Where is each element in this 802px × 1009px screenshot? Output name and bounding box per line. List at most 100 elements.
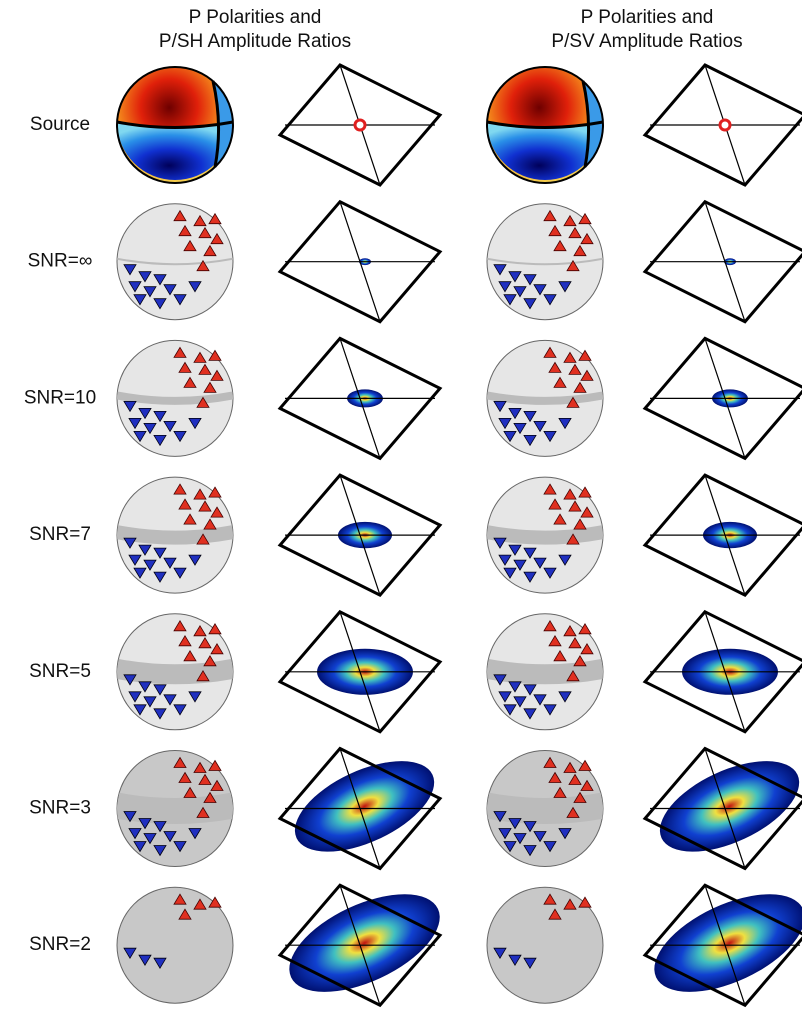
up-polarity [208, 486, 222, 498]
ball-outline [116, 66, 234, 184]
uncertainty-band [487, 792, 603, 824]
row-label: Source [30, 114, 90, 135]
lune [642, 336, 802, 461]
down-polarity [128, 828, 142, 840]
ball-blue [117, 122, 233, 180]
down-polarity [493, 674, 507, 686]
up-polarity [193, 898, 207, 910]
down-polarity [153, 298, 167, 310]
up-polarity [178, 635, 192, 647]
column-title: P Polarities and [581, 7, 714, 28]
up-polarity [178, 908, 192, 920]
lune [642, 63, 802, 187]
up-polarity [568, 773, 582, 785]
nodal-line [486, 80, 604, 168]
down-polarity [558, 417, 572, 430]
up-polarity [566, 259, 580, 272]
up-polarity [553, 786, 567, 798]
up-polarity [563, 214, 577, 227]
down-polarity [163, 420, 177, 433]
up-polarity [210, 369, 224, 381]
up-polarity [566, 533, 580, 545]
down-polarity [543, 567, 557, 579]
up-polarity [573, 244, 587, 257]
ball-bg [116, 886, 234, 1004]
down-polarity [133, 430, 147, 443]
uncertainty-band [487, 525, 603, 545]
down-polarity [138, 544, 152, 556]
down-polarity [558, 691, 572, 703]
up-polarity [183, 786, 197, 798]
down-polarity [543, 430, 557, 443]
lune-axes [650, 611, 800, 732]
uncertainty-band [487, 391, 603, 405]
down-polarity [508, 407, 522, 420]
up-polarity [543, 346, 557, 358]
column-title: P/SV Amplitude Ratios [551, 31, 742, 52]
lune [642, 746, 802, 871]
uncertainty-band [487, 257, 603, 266]
down-polarity [188, 554, 202, 566]
beachball [486, 66, 604, 184]
lune-axes [650, 474, 800, 596]
uncertainty-band [487, 658, 603, 685]
down-polarity [153, 274, 167, 286]
beachball [116, 339, 234, 457]
down-polarity [493, 264, 507, 276]
beachball [116, 66, 234, 184]
up-polarity [198, 363, 212, 375]
down-polarity [123, 537, 137, 549]
source-marker [353, 118, 367, 132]
down-polarity [173, 294, 187, 306]
down-polarity [138, 407, 152, 420]
up-polarity [193, 761, 207, 773]
down-polarity [133, 704, 147, 716]
down-polarity [523, 274, 537, 286]
down-polarity [493, 811, 507, 823]
down-polarity [153, 957, 167, 969]
up-polarity [208, 759, 222, 771]
ball-blue [487, 122, 603, 180]
down-polarity [153, 547, 167, 559]
down-polarity [493, 947, 507, 959]
up-polarity [210, 779, 224, 791]
up-polarity [173, 483, 187, 495]
up-polarity [548, 635, 562, 647]
up-polarity [183, 376, 197, 388]
up-polarity [548, 361, 562, 373]
lune [277, 609, 443, 734]
up-polarity [563, 898, 577, 910]
down-polarity [543, 704, 557, 716]
up-polarity [178, 498, 192, 510]
down-polarity [523, 298, 537, 310]
up-polarity [183, 650, 197, 662]
down-polarity [128, 691, 142, 703]
up-polarity [578, 212, 592, 225]
up-polarity [193, 214, 207, 227]
down-polarity [498, 281, 512, 293]
down-polarity [498, 554, 512, 566]
beachball [486, 613, 604, 731]
lune-axes [285, 201, 435, 322]
down-polarity [533, 557, 547, 569]
down-polarity [523, 957, 537, 969]
down-polarity [143, 286, 157, 298]
up-polarity [210, 506, 224, 518]
down-polarity [153, 821, 167, 833]
down-polarity [498, 417, 512, 430]
down-polarity [153, 571, 167, 583]
row-label: SNR=5 [29, 661, 91, 682]
up-polarity [196, 533, 210, 545]
up-polarity [568, 363, 582, 375]
down-polarity [523, 434, 537, 447]
down-polarity [173, 841, 187, 853]
up-polarity [208, 212, 222, 225]
down-polarity [123, 947, 137, 959]
down-polarity [153, 684, 167, 696]
beachball [116, 476, 234, 594]
up-polarity [208, 623, 222, 635]
down-polarity [543, 841, 557, 853]
up-polarity [196, 259, 210, 272]
up-polarity [553, 650, 567, 662]
